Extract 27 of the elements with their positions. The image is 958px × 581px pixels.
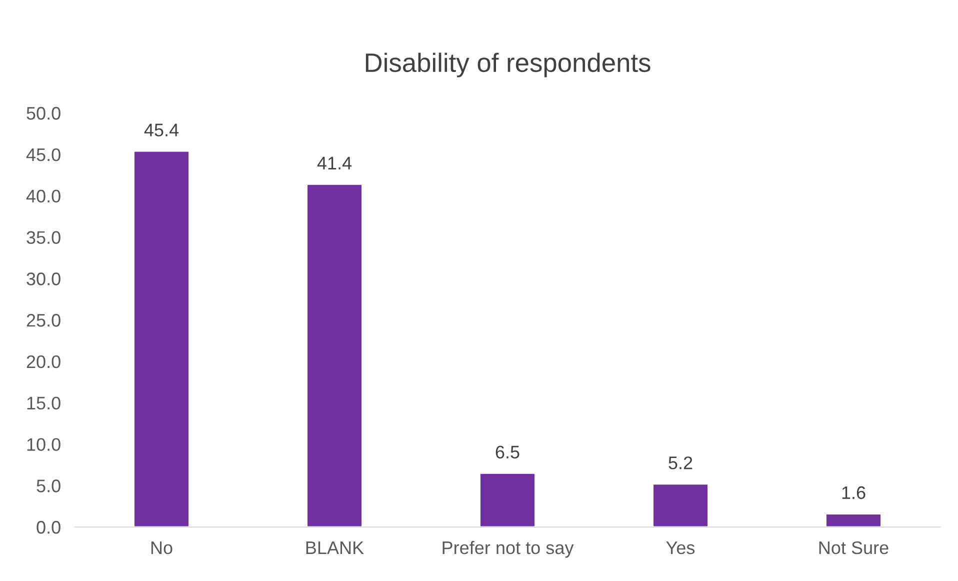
x-tick-label: Yes [666, 542, 695, 554]
x-tick-label: No [151, 542, 172, 554]
bar [479, 472, 536, 527]
data-label: 1.6 [842, 486, 866, 500]
y-tick-label: 40.0 [26, 190, 60, 203]
y-tick-label: 25.0 [26, 314, 60, 327]
x-tick-label: Prefer not to say [442, 540, 574, 558]
x-tick-label: BLANK [306, 542, 364, 554]
bar [133, 150, 190, 527]
y-tick-label: 20.0 [26, 355, 60, 368]
y-tick-label: 0.0 [36, 520, 60, 534]
bar [825, 513, 882, 527]
y-tick-label: 30.0 [26, 272, 60, 286]
y-tick-label: 50.0 [26, 106, 60, 120]
y-tick-label: 10.0 [27, 438, 60, 451]
chart-title: Disability of respondents [366, 52, 650, 78]
data-label: 5.2 [668, 456, 692, 470]
data-label: 6.5 [496, 446, 520, 458]
bar [306, 184, 363, 527]
bar [652, 483, 709, 527]
y-tick-label: 5.0 [36, 480, 60, 492]
x-tick-label: Not Sure [819, 541, 888, 554]
y-tick-label: 15.0 [27, 396, 60, 410]
data-label: 45.4 [144, 124, 179, 136]
data-label: 41.4 [317, 156, 352, 170]
y-tick-label: 35.0 [26, 231, 60, 244]
y-tick-label: 45.0 [26, 148, 60, 162]
